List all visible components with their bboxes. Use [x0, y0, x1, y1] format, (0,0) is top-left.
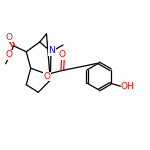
Text: O: O — [6, 33, 12, 42]
Text: O: O — [59, 50, 66, 59]
Text: O: O — [44, 72, 51, 81]
Text: O: O — [6, 50, 13, 59]
Text: N: N — [48, 46, 55, 55]
Text: OH: OH — [121, 82, 135, 91]
